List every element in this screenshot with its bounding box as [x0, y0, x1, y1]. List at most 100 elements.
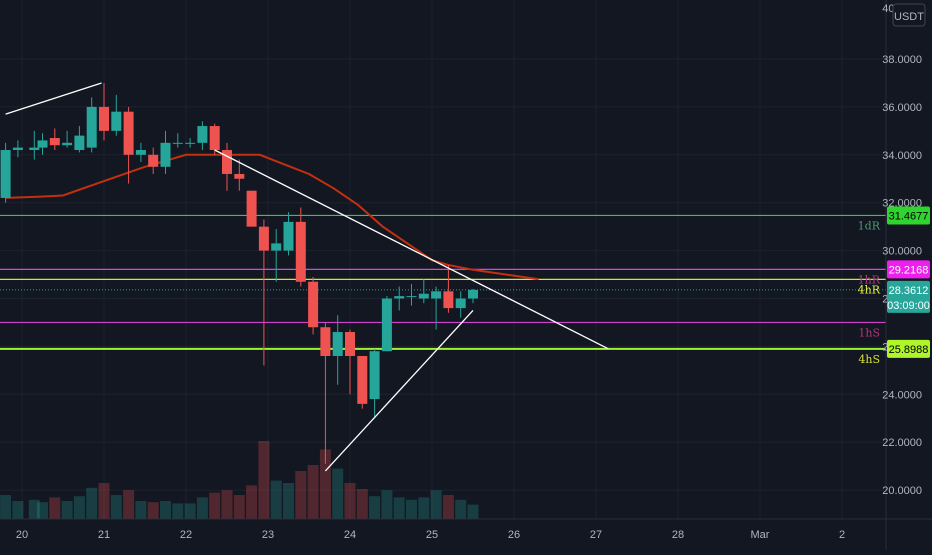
candle: [12, 140, 23, 158]
candle: [332, 315, 343, 385]
candle-body: [37, 140, 48, 148]
volume-bar: [135, 501, 147, 519]
candle: [308, 276, 319, 335]
time-tick-label: 27: [590, 529, 602, 541]
currency-label: USDT: [894, 11, 924, 23]
candle: [271, 229, 282, 282]
price-badges: 31.4677 29.2168 25.8988 28.3612 03:09:00: [887, 206, 930, 358]
volume-bars: [0, 441, 479, 519]
volume-bar: [110, 495, 122, 519]
level-price-badge: [887, 339, 930, 358]
volume-bar: [393, 497, 405, 519]
volume-bar: [406, 499, 417, 519]
candle-body: [49, 138, 60, 146]
candle-body: [369, 351, 380, 400]
volume-bar: [73, 496, 85, 519]
candle: [443, 264, 454, 313]
volume-bar: [221, 490, 233, 519]
price-tick-label: 36.0000: [882, 102, 922, 114]
candle: [185, 138, 196, 148]
candle-body: [271, 243, 282, 251]
candle-body: [29, 147, 40, 151]
volume-bar: [123, 490, 135, 519]
volume-bar: [209, 492, 221, 519]
volume-bar: [381, 490, 393, 519]
candle-body: [455, 298, 466, 309]
candle: [283, 212, 294, 256]
trend-lines[interactable]: [5, 82, 609, 472]
price-tick-label: 20.0000: [882, 485, 922, 497]
time-tick-label: Mar: [751, 529, 770, 541]
candle-body: [135, 150, 146, 155]
candle-body: [172, 142, 183, 144]
candle-body: [185, 142, 196, 144]
trend-line: [5, 82, 102, 115]
candle: [381, 296, 392, 352]
volume-bar: [246, 485, 258, 519]
volume-bar: [98, 483, 110, 519]
level-price-text: 25.8988: [889, 344, 929, 356]
time-axis[interactable]: 20 21 22 23 24 25 26 27 28 Mar 2: [16, 529, 845, 541]
volume-bar: [160, 501, 171, 519]
candle-body: [74, 135, 85, 151]
price-tick-label: 24.0000: [882, 389, 922, 401]
last-price-badge: [887, 280, 930, 313]
candle-body: [320, 327, 331, 356]
candle: [37, 133, 48, 155]
countdown-text: 03:09:00: [887, 300, 930, 312]
volume-bar: [418, 497, 430, 519]
candle: [148, 147, 159, 174]
candle: [74, 126, 85, 153]
candle: [394, 286, 405, 311]
candle: [345, 329, 355, 395]
candle-body: [222, 150, 232, 174]
level-lines: [0, 214, 886, 350]
candle-body: [234, 173, 245, 179]
time-tick-label: 2: [839, 529, 845, 541]
currency-badge[interactable]: USDT: [892, 3, 926, 27]
candle-body: [197, 126, 208, 143]
time-tick-label: 25: [426, 529, 438, 541]
candle-body: [160, 142, 171, 167]
volume-bar: [61, 501, 73, 519]
candle: [0, 142, 11, 203]
candle: [246, 190, 257, 227]
volume-bar: [147, 502, 159, 519]
volume-bar: [270, 480, 282, 519]
candle-body: [406, 296, 417, 298]
candle-body: [332, 332, 343, 356]
volume-bar: [430, 490, 442, 519]
candle: [369, 348, 380, 419]
candle-body: [357, 355, 368, 404]
candle: [320, 322, 331, 464]
candle: [62, 130, 73, 148]
candle: [123, 106, 134, 184]
candle-body: [258, 226, 269, 251]
candle-body: [12, 147, 23, 151]
candles[interactable]: [0, 82, 478, 464]
volume-bar: [307, 465, 319, 519]
candle-body: [468, 289, 478, 299]
volume-bar: [332, 468, 344, 519]
candle-body: [394, 296, 405, 299]
candle: [135, 142, 146, 162]
volume-bar: [172, 503, 184, 519]
level-price-text: 29.2168: [889, 264, 929, 276]
candle-body: [0, 150, 11, 198]
candle-body: [345, 332, 355, 356]
candle: [86, 97, 97, 153]
trend-line: [214, 149, 609, 350]
candle-body: [295, 221, 306, 282]
time-tick-label: 28: [672, 529, 684, 541]
candle: [258, 219, 269, 366]
volume-bar: [467, 504, 479, 519]
candle: [468, 288, 478, 304]
volume-bar: [49, 497, 61, 519]
candle-body: [86, 106, 97, 148]
level-label: 1dR: [858, 219, 881, 232]
candle-body: [443, 291, 454, 309]
candle-body: [148, 154, 159, 167]
